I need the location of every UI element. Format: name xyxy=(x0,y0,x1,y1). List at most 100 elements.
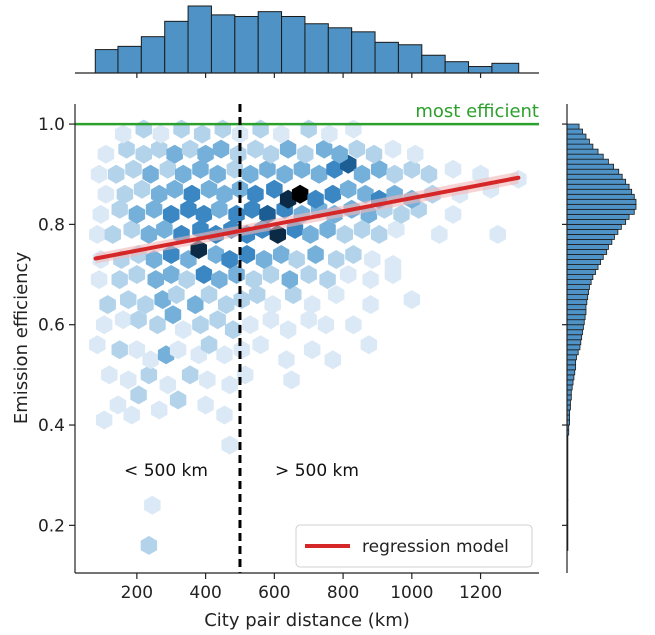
y-histogram-bar xyxy=(566,394,572,401)
hexbin-cell xyxy=(273,245,290,264)
y-histogram-bar xyxy=(566,269,596,275)
hexbin-cell xyxy=(89,335,106,355)
y-histogram-bar xyxy=(566,264,599,270)
y-histogram-bar xyxy=(566,218,627,225)
x-histogram-bar xyxy=(140,36,166,74)
hexbin-cell xyxy=(200,285,218,305)
hexbin-cell xyxy=(353,164,371,184)
y-histogram-bar xyxy=(566,314,586,321)
hexbin-cell xyxy=(164,305,182,325)
hexbin-cell xyxy=(123,219,140,239)
hexbin-cell xyxy=(178,270,195,290)
hexbin-cell xyxy=(212,139,230,159)
hexbin-cell xyxy=(90,270,108,290)
hexbin-cell xyxy=(255,250,273,269)
hexbin-cell xyxy=(384,255,402,274)
y-histogram-bar xyxy=(566,188,633,195)
hexbin-cell xyxy=(111,199,128,219)
hexbin-cell xyxy=(262,310,280,330)
hexbin-cell xyxy=(360,335,378,355)
y-histogram-bar xyxy=(566,354,577,361)
hexbin-cell xyxy=(300,265,317,284)
hexbin-cell xyxy=(340,265,357,284)
hexbin-cell xyxy=(324,350,341,370)
y-histogram-bar xyxy=(566,213,630,220)
hexbin-cell xyxy=(209,310,226,330)
y-histogram-bar xyxy=(566,133,587,140)
y-histogram-bar xyxy=(566,193,635,200)
hexbin-cell xyxy=(166,179,183,199)
hexbin-cell xyxy=(108,164,125,184)
y-histogram-bar xyxy=(566,324,584,331)
hexbin-cell xyxy=(214,119,231,139)
hexbin-cell xyxy=(444,204,462,224)
hexbin-cell xyxy=(262,144,280,164)
hexbin-cell xyxy=(130,310,147,330)
hexbin-cell xyxy=(388,219,405,239)
hexbin-cell xyxy=(128,265,146,284)
hexbin-cell xyxy=(154,290,171,310)
hexbin-cell xyxy=(209,164,226,184)
hexbin-cell xyxy=(247,139,264,159)
hexbin-cell xyxy=(97,184,115,204)
hexbin-cell xyxy=(147,270,164,290)
hexbin-cell xyxy=(297,144,314,164)
x-tick-label: 800 xyxy=(327,583,359,603)
y-histogram-bar xyxy=(566,178,627,185)
x-histogram-bar xyxy=(327,27,353,74)
hexbin-cell xyxy=(181,139,199,159)
hexbin-cell xyxy=(175,320,192,340)
hexbin-cell xyxy=(192,159,209,179)
y-histogram-bar xyxy=(566,289,589,296)
hexbin-cell xyxy=(252,335,269,355)
y-histogram-bar xyxy=(566,168,620,175)
hexbin-cell xyxy=(319,219,336,239)
hexbin-cell xyxy=(224,320,242,340)
hexbin-cell xyxy=(199,370,216,390)
regression-line xyxy=(93,175,521,261)
hexbin-cell xyxy=(96,410,113,430)
hexbin-cell xyxy=(310,164,328,184)
y-histogram-bar xyxy=(566,334,583,341)
legend: regression model xyxy=(295,524,533,568)
hexbin-cell xyxy=(135,119,152,139)
hexbin-cell xyxy=(259,159,276,179)
hexbin-cell xyxy=(211,199,228,219)
y-histogram-bar xyxy=(566,234,615,240)
hexbin-cell xyxy=(264,295,281,315)
hexbin-cell xyxy=(163,204,180,224)
hexbin-cell xyxy=(142,164,159,184)
hexbin-cell xyxy=(97,144,115,164)
hexbin-cell xyxy=(266,179,283,199)
x-histogram-bar xyxy=(397,44,423,74)
hexbin-cell xyxy=(130,385,147,405)
x-marginal-histogram xyxy=(75,5,539,78)
x-tick-label: 1000 xyxy=(390,583,433,603)
y-histogram-bar xyxy=(566,208,635,215)
y-histogram-bar xyxy=(566,153,604,160)
y-histogram-bar xyxy=(566,294,589,301)
hexbin-cell xyxy=(371,159,388,179)
y-histogram-bar xyxy=(566,143,594,150)
hexbin-cell xyxy=(420,164,438,184)
x-tick-label: 400 xyxy=(189,583,221,603)
hexbin-cell xyxy=(89,224,106,244)
hexbin-cell xyxy=(200,179,218,199)
hexbin-cell xyxy=(302,224,319,244)
hexbin-cell xyxy=(114,310,132,330)
hexbin-cell xyxy=(218,295,235,315)
hexbin-cell xyxy=(345,119,362,139)
hexbin-cell xyxy=(169,390,187,410)
y-histogram-bar xyxy=(566,148,599,155)
y-histogram-bar xyxy=(566,344,581,351)
hexbin-cell xyxy=(245,270,262,290)
hexbin-cell xyxy=(173,119,190,139)
hexbin-cell xyxy=(114,124,132,144)
y-histogram-bar xyxy=(566,123,580,130)
y-histogram-bar xyxy=(566,274,594,280)
y-histogram-bar xyxy=(566,198,637,205)
hexbin-cell xyxy=(288,250,305,269)
hexbin-cell xyxy=(104,224,121,244)
hexbin-cell xyxy=(90,164,108,184)
